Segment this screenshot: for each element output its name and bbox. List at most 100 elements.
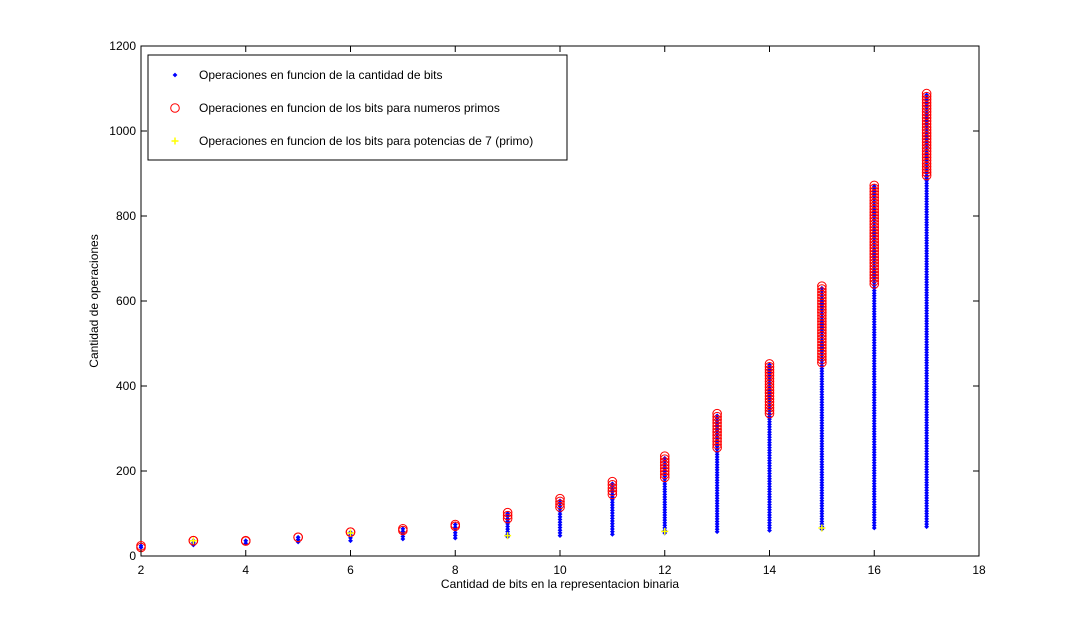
data-point-dot <box>767 525 772 531</box>
data-point-dot <box>819 420 825 426</box>
data-point-dot <box>714 485 720 491</box>
data-point-dot <box>819 513 825 519</box>
data-point-dot <box>767 520 772 526</box>
data-point-dot <box>819 487 825 493</box>
data-point-dot <box>924 279 930 285</box>
data-point-dot <box>505 511 511 516</box>
data-point-dot <box>662 510 668 515</box>
data-point-dot <box>819 498 825 504</box>
data-point-dot <box>924 482 930 488</box>
y-tick-label: 800 <box>116 209 136 223</box>
data-point-dot <box>505 529 511 535</box>
data-point-dot <box>767 424 772 430</box>
data-point-dot <box>767 393 772 399</box>
data-point-dot <box>924 251 930 256</box>
data-point-circle <box>659 469 670 480</box>
data-point-circle <box>170 103 180 113</box>
data-point-dot <box>871 481 877 487</box>
data-point-plus <box>171 137 179 145</box>
data-point-dot <box>871 465 877 471</box>
data-point-dot <box>767 476 772 482</box>
data-point-dot <box>819 459 825 465</box>
data-point-dot <box>871 447 877 453</box>
data-point-circle <box>921 149 932 160</box>
data-point-dot <box>924 300 930 306</box>
data-point-dot <box>609 531 615 537</box>
data-point-circle <box>921 140 932 151</box>
data-point-dot <box>662 520 668 526</box>
data-point-dot <box>714 506 720 511</box>
data-point-dot <box>924 500 930 506</box>
data-point-dot <box>714 495 720 501</box>
data-point-dot <box>924 245 930 251</box>
data-point-dot <box>924 441 930 446</box>
data-point-dot <box>871 512 877 518</box>
data-point-circle <box>817 284 827 294</box>
data-point-dot <box>819 386 825 392</box>
data-point-dot <box>924 248 930 254</box>
data-point-dot <box>924 238 930 243</box>
data-point-dot <box>871 298 877 304</box>
data-point-dot <box>172 72 178 78</box>
data-point-dot <box>767 419 772 425</box>
data-point-dot <box>819 392 825 397</box>
data-point-dot <box>871 332 877 338</box>
data-point-dot <box>924 355 930 360</box>
data-point-dot <box>767 408 772 414</box>
data-point-dot <box>452 533 458 538</box>
data-point-dot <box>924 363 930 368</box>
data-point-circle <box>869 180 880 191</box>
data-point-dot <box>924 303 930 308</box>
data-point-dot <box>924 454 930 459</box>
data-point-dot <box>924 204 930 210</box>
data-point-dot <box>871 515 877 520</box>
data-point-dot <box>924 365 930 371</box>
data-point-dot <box>871 429 877 434</box>
data-point-dot <box>871 455 877 460</box>
data-point-dot <box>819 462 825 467</box>
data-point-dot <box>924 277 930 282</box>
data-point-dot <box>767 429 772 435</box>
data-point-dot <box>924 428 930 433</box>
data-point-dot <box>819 423 825 428</box>
data-point-dot <box>924 404 930 410</box>
data-point-dot <box>819 376 825 382</box>
data-point-dot <box>924 438 930 444</box>
data-point-dot <box>871 507 877 513</box>
data-point-dot <box>924 480 930 485</box>
data-point-dot <box>871 473 877 479</box>
data-point-dot <box>819 508 825 514</box>
data-point-dot <box>924 196 930 202</box>
data-point-circle <box>712 424 722 434</box>
data-point-dot <box>871 499 877 505</box>
data-point-dot <box>819 428 825 434</box>
data-point-dot <box>871 361 877 367</box>
data-point-dot <box>924 446 930 452</box>
data-point-dot <box>924 508 930 514</box>
data-point-dot <box>871 439 877 445</box>
data-point-dot <box>767 427 772 432</box>
data-point-dot <box>924 503 930 509</box>
data-point-circle <box>502 510 513 521</box>
data-point-dot <box>871 322 877 327</box>
data-point-dot <box>767 396 772 401</box>
data-point-dot <box>767 499 772 505</box>
data-point-dot <box>871 311 877 317</box>
data-point-dot <box>767 437 772 443</box>
data-point-dot <box>767 473 772 479</box>
data-point-dot <box>295 534 301 540</box>
data-point-dot <box>924 212 930 217</box>
data-point-circle <box>817 287 827 297</box>
data-point-dot <box>609 502 615 508</box>
data-point-circle <box>921 167 932 178</box>
data-marks <box>136 88 932 553</box>
data-point-dot <box>871 340 877 346</box>
data-point-dot <box>819 503 825 509</box>
data-point-dot <box>767 517 772 523</box>
data-point-dot <box>871 502 877 507</box>
data-point-dot <box>924 118 930 124</box>
data-point-dot <box>767 367 772 373</box>
data-point-dot <box>714 503 720 509</box>
data-point-dot <box>767 370 772 375</box>
